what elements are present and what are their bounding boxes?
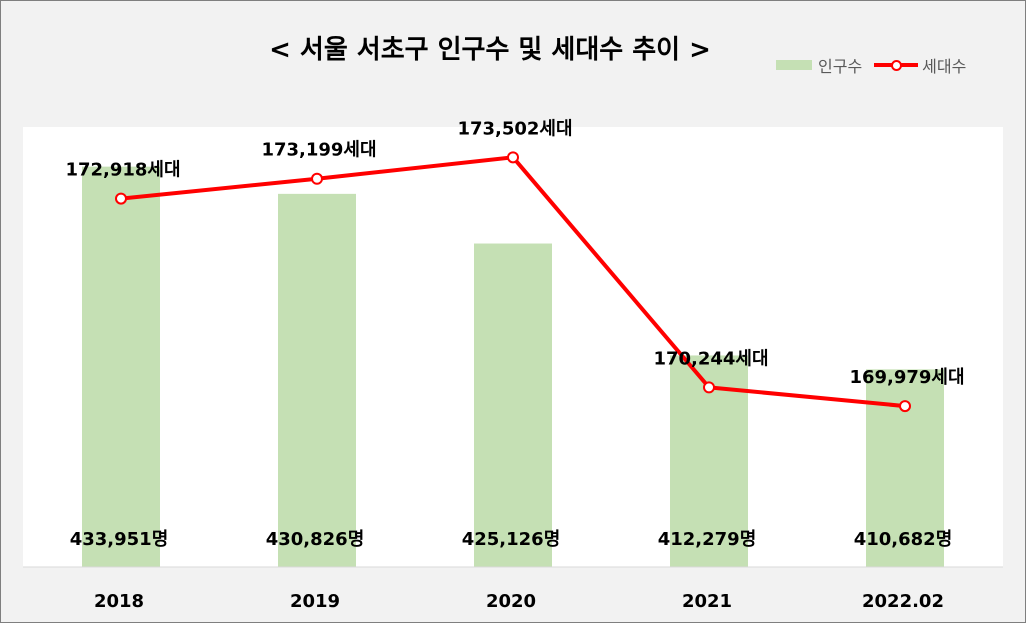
bar-2020 bbox=[474, 243, 552, 567]
x-tick-2020: 2020 bbox=[486, 591, 536, 612]
households-label-2019: 173,199세대 bbox=[261, 140, 376, 161]
households-point-2021 bbox=[703, 381, 715, 394]
legend-item-households: 세대수 bbox=[874, 53, 966, 77]
legend-label-households: 세대수 bbox=[922, 57, 967, 76]
legend-line-swatch bbox=[874, 59, 919, 71]
x-tick-2021: 2021 bbox=[682, 591, 732, 612]
x-tick-2019: 2019 bbox=[290, 591, 340, 612]
legend-item-population: 인구수 bbox=[776, 53, 862, 77]
population-label-2021: 412,279명 bbox=[658, 529, 757, 550]
households-point-2019 bbox=[311, 172, 323, 185]
bar-2019 bbox=[278, 193, 356, 567]
legend-bar-swatch bbox=[776, 60, 812, 70]
x-tick-2018: 2018 bbox=[94, 591, 144, 612]
population-label-2018: 433,951명 bbox=[70, 529, 169, 550]
population-label-2019: 430,826명 bbox=[266, 529, 365, 550]
households-point-2018 bbox=[115, 192, 127, 205]
legend: 인구수 세대수 bbox=[776, 53, 978, 77]
legend-label-population: 인구수 bbox=[818, 57, 863, 76]
households-point-2020 bbox=[507, 151, 519, 164]
population-label-2020: 425,126명 bbox=[462, 529, 561, 550]
x-tick-2022.02: 2022.02 bbox=[862, 591, 944, 612]
households-label-2020: 173,502세대 bbox=[457, 118, 572, 139]
households-label-2018: 172,918세대 bbox=[65, 160, 180, 181]
households-label-2021: 170,244세대 bbox=[653, 348, 768, 369]
households-point-2022.02 bbox=[899, 400, 911, 413]
population-label-2022.02: 410,682명 bbox=[854, 529, 953, 550]
households-label-2022.02: 169,979세대 bbox=[849, 367, 964, 388]
bar-2018 bbox=[82, 166, 160, 567]
